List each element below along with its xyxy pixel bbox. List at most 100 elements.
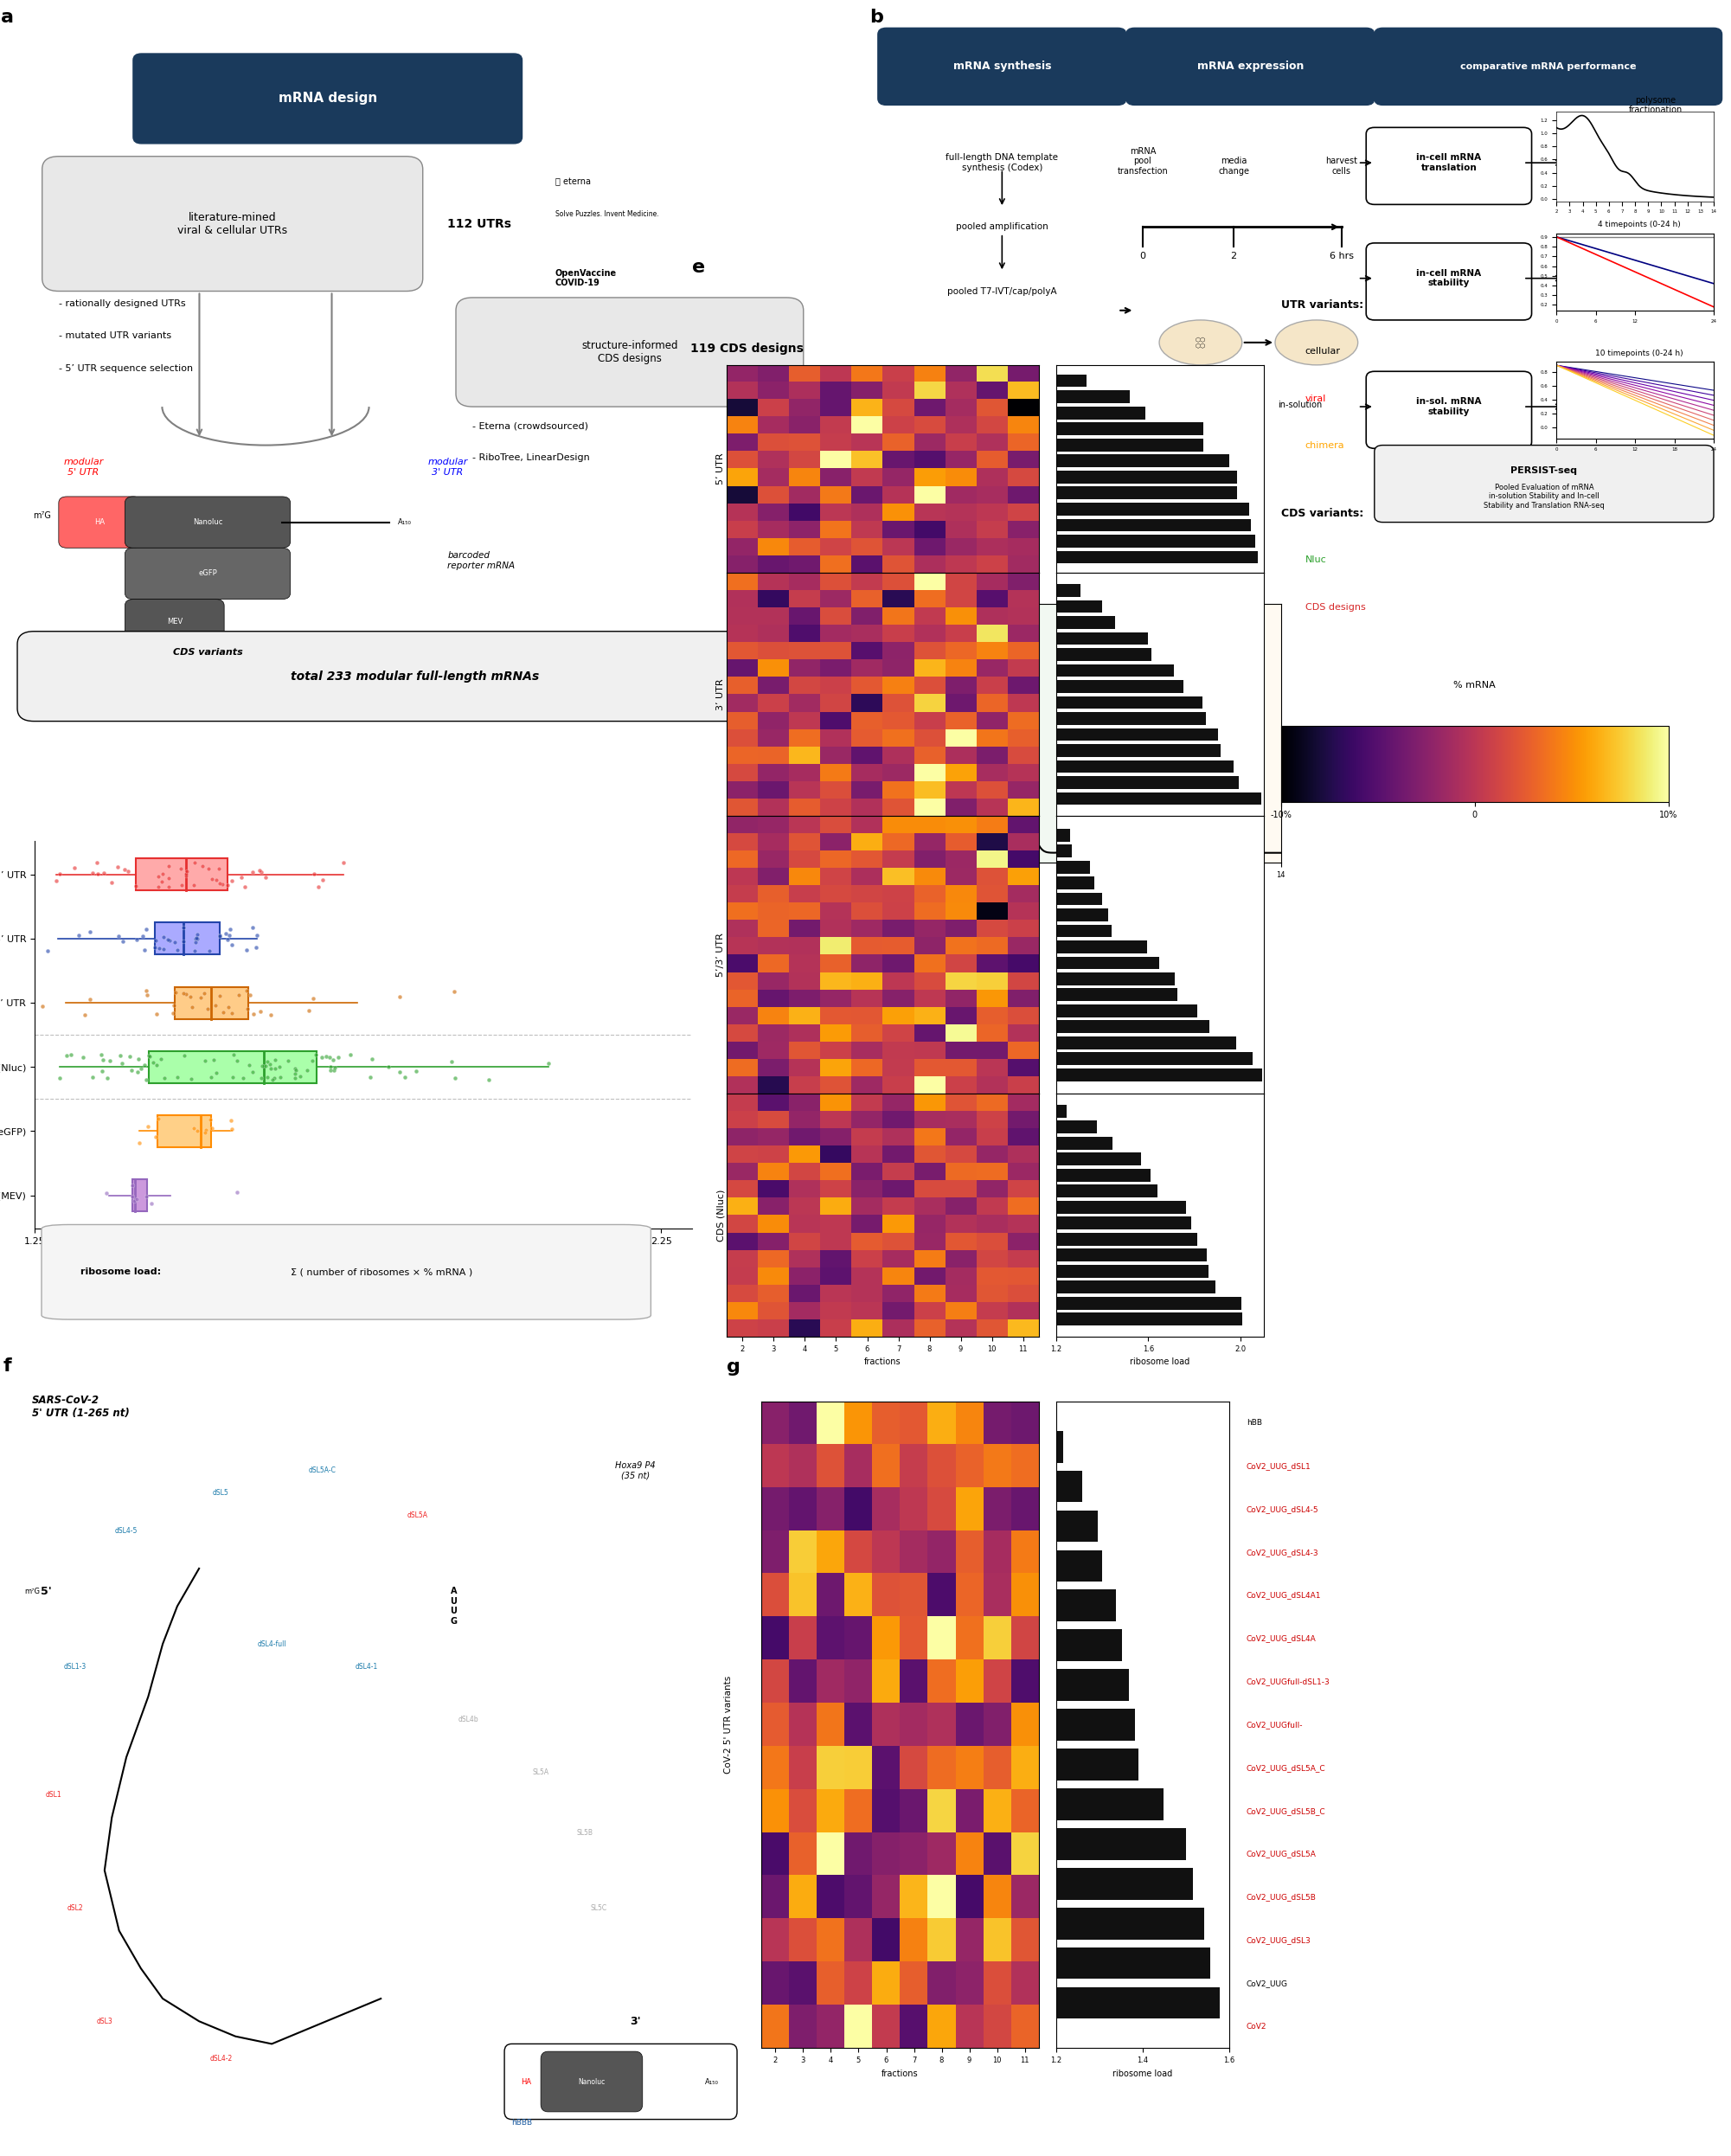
Point (317, 1050, 344, 1084)
FancyBboxPatch shape (504, 2044, 737, 2119)
Text: hBBB: hBBB (512, 2119, 533, 2126)
Bar (1056, 776, 1238, 789)
Text: HEK293T: HEK293T (1182, 401, 1220, 410)
Text: 80S: 80S (952, 858, 962, 862)
Bar (1056, 987, 1177, 1000)
Bar (1056, 599, 1103, 612)
FancyBboxPatch shape (42, 1225, 651, 1319)
Text: CDS designs: CDS designs (1305, 604, 1366, 612)
Point (161, 975, 189, 1009)
Text: HA: HA (95, 517, 106, 526)
FancyBboxPatch shape (59, 496, 142, 548)
Point (190, 977, 218, 1011)
Text: dSL4-2: dSL4-2 (209, 2055, 232, 2063)
Text: Pooled Evaluation of mRNA
in-solution Stability and In-cell
Stability and Transl: Pooled Evaluation of mRNA in-solution St… (1483, 483, 1605, 509)
Point (218, 996, 246, 1031)
Text: dSL1-3: dSL1-3 (64, 1662, 87, 1671)
Point (28, 990, 55, 1024)
Point (61, 849, 88, 884)
Point (282, 1052, 310, 1087)
Point (199, 1044, 227, 1078)
Point (154, 869, 182, 903)
Point (294, 1052, 322, 1087)
Point (133, 975, 161, 1009)
Text: literature-mined
viral & cellular UTRs: literature-mined viral & cellular UTRs (178, 211, 287, 235)
Text: CoV2_UUG_dSL4-5: CoV2_UUG_dSL4-5 (1246, 1505, 1319, 1514)
Point (248, 994, 275, 1028)
Text: pooled amplification: pooled amplification (956, 222, 1049, 231)
Point (171, 977, 199, 1011)
Bar (1056, 470, 1238, 483)
Bar (1056, 455, 1229, 468)
Point (132, 1048, 159, 1082)
Point (170, 910, 197, 944)
Point (213, 923, 241, 957)
Point (147, 1041, 175, 1076)
Point (261, 1044, 289, 1078)
Point (126, 1125, 154, 1160)
Point (230, 869, 258, 903)
Point (142, 996, 170, 1031)
FancyBboxPatch shape (455, 298, 803, 407)
Point (93, 1061, 121, 1095)
Text: dSL3: dSL3 (97, 2018, 113, 2024)
Text: Σ ( number of ribosomes × % mRNA ): Σ ( number of ribosomes × % mRNA ) (291, 1268, 473, 1276)
Point (216, 912, 244, 946)
X-axis label: fraction: fraction (1075, 884, 1106, 893)
Point (391, 1059, 419, 1093)
Point (80, 856, 107, 890)
Bar (1056, 1867, 1193, 1899)
Point (106, 918, 133, 953)
Text: 5': 5' (42, 1585, 52, 1598)
Point (57, 1037, 85, 1072)
Point (273, 1044, 301, 1078)
Text: CoV2_UUG_dSL5A: CoV2_UUG_dSL5A (1246, 1850, 1316, 1858)
Point (99, 867, 126, 901)
Y-axis label: 5’/3’ UTR: 5’/3’ UTR (717, 934, 725, 977)
Y-axis label: 5’ UTR: 5’ UTR (717, 453, 725, 485)
Point (235, 1048, 263, 1082)
FancyBboxPatch shape (1374, 28, 1722, 106)
Point (107, 1046, 135, 1080)
Point (308, 862, 336, 897)
Text: - Eterna (crowdsourced): - Eterna (crowdsourced) (473, 423, 589, 431)
Point (248, 856, 275, 890)
Point (320, 1052, 348, 1087)
Text: chimera: chimera (1305, 442, 1345, 451)
Bar (1056, 502, 1250, 515)
Text: structure-informed
CDS designs: structure-informed CDS designs (582, 341, 679, 364)
Point (286, 1059, 313, 1093)
Bar (1056, 649, 1151, 662)
Text: harvest
cells: harvest cells (1326, 157, 1357, 175)
Bar (1056, 1470, 1082, 1503)
Bar (1056, 1988, 1219, 2018)
Point (69, 1039, 97, 1074)
Point (104, 849, 132, 884)
FancyBboxPatch shape (1366, 244, 1532, 319)
Point (133, 979, 161, 1013)
Point (144, 1102, 171, 1136)
FancyBboxPatch shape (125, 599, 225, 645)
Bar (1056, 423, 1203, 436)
Point (154, 860, 182, 895)
Point (248, 1061, 275, 1095)
Text: MEV: MEV (166, 619, 182, 625)
Point (125, 1041, 152, 1076)
Point (211, 916, 239, 951)
Point (178, 990, 206, 1024)
Point (151, 918, 178, 953)
Text: 10 timepoints (0-24 h): 10 timepoints (0-24 h) (1596, 349, 1683, 358)
Point (156, 849, 183, 884)
Text: dSL4-full: dSL4-full (258, 1641, 286, 1647)
Point (109, 925, 137, 959)
Point (180, 1110, 208, 1145)
Point (244, 918, 272, 953)
Text: cellular: cellular (1305, 347, 1340, 356)
Bar (1056, 1947, 1210, 1979)
Ellipse shape (1160, 319, 1243, 364)
Point (206, 867, 234, 901)
Point (76, 983, 104, 1018)
Bar (1056, 617, 1115, 630)
Bar (1056, 908, 1108, 921)
Point (177, 1061, 204, 1095)
